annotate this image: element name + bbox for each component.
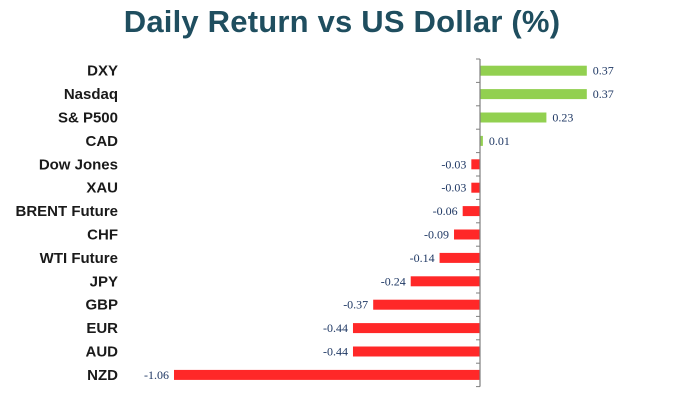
bar-s-p500 <box>480 112 547 123</box>
value-label: -0.44 <box>323 321 348 335</box>
value-label: 0.01 <box>489 134 510 148</box>
value-label: -0.37 <box>343 298 368 312</box>
bar-dow-jones <box>471 159 480 170</box>
bar-xau <box>471 182 480 193</box>
value-label: -0.03 <box>441 157 466 171</box>
chart-title: Daily Return vs US Dollar (%) <box>123 4 561 39</box>
value-label: -1.06 <box>144 368 169 382</box>
category-label: GBP <box>85 297 118 314</box>
category-label: Dow Jones <box>39 156 118 173</box>
bar-nasdaq <box>480 89 587 100</box>
category-label: WTI Future <box>40 250 118 267</box>
bar-dxy <box>480 65 587 76</box>
category-label: CAD <box>86 133 119 150</box>
value-label: -0.03 <box>441 181 466 195</box>
value-label: -0.06 <box>433 204 458 218</box>
category-label: BRENT Future <box>16 203 119 220</box>
category-label: EUR <box>86 320 118 337</box>
value-label: -0.09 <box>424 228 449 242</box>
category-label: S& P500 <box>58 110 118 127</box>
bar-chf <box>454 229 480 240</box>
labels-layer: DXY 0.37 Nasdaq 0.37 S& P500 0.23 CAD 0.01 Dow J… <box>16 63 614 384</box>
value-label: -0.44 <box>323 345 348 359</box>
bar-aud <box>352 346 480 357</box>
bar-eur <box>352 323 480 334</box>
bar-nzd <box>174 369 480 380</box>
value-label: 0.37 <box>593 64 614 78</box>
category-label: DXY <box>87 63 118 80</box>
bar-jpy <box>410 276 480 287</box>
bar-gbp <box>373 299 480 310</box>
zero-axis <box>476 58 481 388</box>
category-label: CHF <box>87 227 118 244</box>
category-label: AUD <box>86 344 119 361</box>
bars-layer <box>174 65 587 380</box>
bar-brent-future <box>462 206 480 217</box>
category-label: JPY <box>90 273 118 290</box>
value-label: 0.23 <box>552 111 573 125</box>
bar-wti-future <box>439 252 480 263</box>
category-label: NZD <box>87 367 118 384</box>
bar-cad <box>480 135 483 146</box>
category-label: XAU <box>86 180 118 197</box>
value-label: -0.24 <box>381 274 406 288</box>
value-label: 0.37 <box>593 87 614 101</box>
category-label: Nasdaq <box>64 86 118 103</box>
value-label: -0.14 <box>410 251 435 265</box>
